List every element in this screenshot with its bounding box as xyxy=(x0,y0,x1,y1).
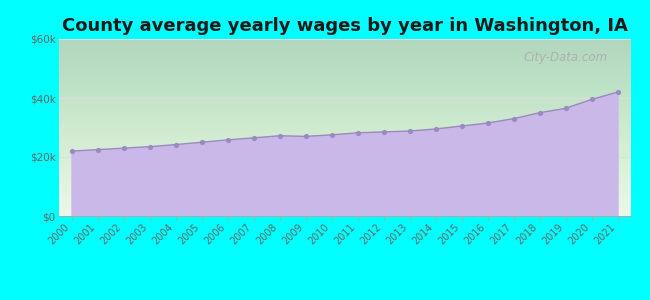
Point xyxy=(560,106,571,111)
Point xyxy=(430,127,441,131)
Point xyxy=(92,147,103,152)
Point xyxy=(482,121,493,125)
Point xyxy=(534,110,545,115)
Point xyxy=(144,144,155,149)
Title: County average yearly wages by year in Washington, IA: County average yearly wages by year in W… xyxy=(62,17,627,35)
Point xyxy=(300,134,311,139)
Point xyxy=(508,116,519,121)
Point xyxy=(586,97,597,102)
Point xyxy=(404,129,415,134)
Point xyxy=(456,124,467,128)
Point xyxy=(378,130,389,134)
Point xyxy=(352,130,363,135)
Point xyxy=(326,133,337,137)
Text: City-Data.com: City-Data.com xyxy=(523,51,608,64)
Point xyxy=(248,135,259,140)
Point xyxy=(170,142,181,147)
Point xyxy=(222,137,233,142)
Point xyxy=(274,134,285,138)
Point xyxy=(66,149,77,154)
Point xyxy=(118,146,129,151)
Point xyxy=(196,140,207,145)
Point xyxy=(612,90,623,94)
